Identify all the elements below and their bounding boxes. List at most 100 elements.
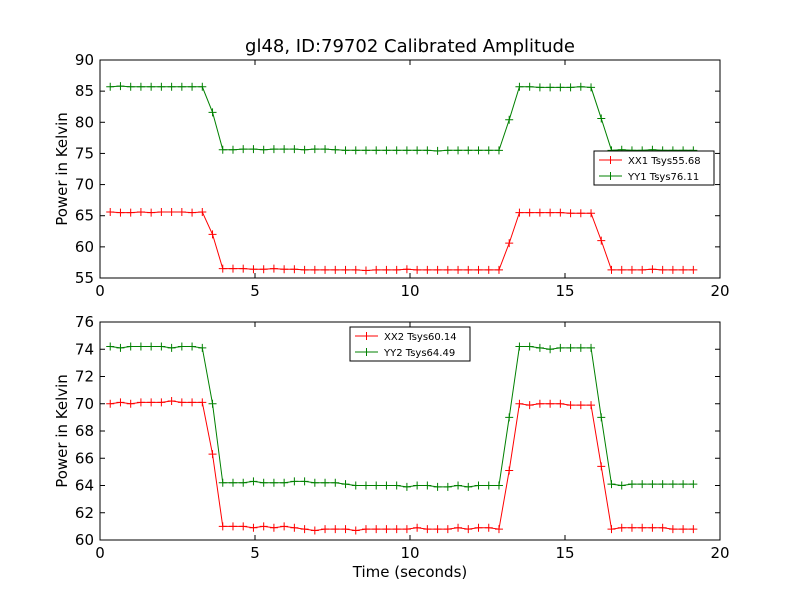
data-point: [136, 398, 145, 407]
data-point: [382, 481, 391, 490]
data-point: [648, 480, 657, 489]
data-point: [464, 265, 473, 274]
data-point: [382, 525, 391, 534]
data-point: [351, 526, 360, 535]
data-point: [259, 478, 268, 487]
data-point: [106, 82, 115, 91]
data-point: [474, 481, 483, 490]
x-tick-label: 20: [710, 282, 729, 300]
data-point: [249, 477, 258, 486]
data-point: [617, 265, 626, 274]
data-point: [566, 343, 575, 352]
data-point: [402, 265, 411, 274]
data-point: [525, 82, 534, 91]
data-point: [658, 523, 667, 532]
data-point: [126, 399, 135, 408]
data-point: [648, 523, 657, 532]
data-point: [208, 450, 217, 459]
data-point: [351, 481, 360, 490]
y-tick-label: 70: [75, 176, 94, 194]
data-point: [239, 478, 248, 487]
data-point: [290, 265, 299, 274]
series-1: [106, 207, 698, 275]
data-point: [525, 208, 534, 217]
legend-item: YY1 Tsys76.11: [599, 172, 699, 183]
data-point: [341, 146, 350, 155]
legend-marker: [606, 156, 615, 164]
data-point: [280, 478, 289, 487]
data-point: [402, 525, 411, 534]
data-point: [597, 236, 606, 245]
data-point: [167, 82, 176, 91]
legend-item: XX2 Tsys60.14: [355, 332, 457, 343]
data-point: [361, 266, 370, 275]
y-tick-label: 90: [75, 51, 94, 69]
data-point: [413, 523, 422, 532]
data-point: [494, 146, 503, 155]
data-point: [106, 342, 115, 351]
data-point: [423, 146, 432, 155]
data-point: [208, 399, 217, 408]
data-point: [177, 342, 186, 351]
data-point: [535, 208, 544, 217]
data-point: [546, 208, 555, 217]
data-point: [576, 209, 585, 218]
data-point: [372, 265, 381, 274]
data-point: [423, 481, 432, 490]
data-point: [300, 265, 309, 274]
data-point: [587, 343, 596, 352]
data-point: [484, 481, 493, 490]
x-tick-label: 0: [95, 282, 105, 300]
data-point: [208, 108, 217, 117]
data-point: [433, 146, 442, 155]
data-point: [106, 399, 115, 408]
y-tick-label: 55: [75, 269, 94, 287]
data-point: [515, 342, 524, 351]
data-point: [177, 82, 186, 91]
data-point: [300, 145, 309, 154]
data-point: [607, 480, 616, 489]
data-point: [228, 522, 237, 531]
series-line: [110, 400, 694, 531]
data-point: [515, 82, 524, 91]
chart-2: 0 5 10 15 20 60 62 64 66 68 70 72 74 76 Power in Kelvi…: [53, 313, 730, 581]
data-point: [116, 208, 125, 217]
data-point: [269, 264, 278, 273]
data-point: [546, 345, 555, 354]
data-point: [658, 480, 667, 489]
data-point: [198, 398, 207, 407]
data-point: [617, 523, 626, 532]
x-tick-label: 20: [710, 544, 729, 562]
data-point: [607, 265, 616, 274]
y-tick-label: 68: [75, 422, 94, 440]
data-point: [310, 145, 319, 154]
data-point: [331, 525, 340, 534]
data-point: [668, 265, 677, 274]
data-point: [136, 207, 145, 216]
data-point: [116, 343, 125, 352]
data-point: [587, 83, 596, 92]
data-point: [556, 208, 565, 217]
data-point: [402, 482, 411, 491]
data-point: [505, 413, 514, 422]
data-point: [177, 207, 186, 216]
data-point: [627, 523, 636, 532]
data-point: [392, 265, 401, 274]
legend-marker: [362, 332, 371, 340]
data-point: [147, 82, 156, 91]
data-point: [433, 265, 442, 274]
data-point: [372, 481, 381, 490]
y-tick-label: 74: [75, 340, 94, 358]
data-point: [310, 478, 319, 487]
data-point: [392, 481, 401, 490]
legend-item: XX1 Tsys55.68: [599, 156, 701, 167]
data-point: [413, 265, 422, 274]
data-point: [228, 478, 237, 487]
y-tick-label: 80: [75, 113, 94, 131]
series-line: [110, 85, 694, 152]
data-point: [188, 82, 197, 91]
data-point: [351, 146, 360, 155]
y-tick-label: 64: [75, 477, 94, 495]
